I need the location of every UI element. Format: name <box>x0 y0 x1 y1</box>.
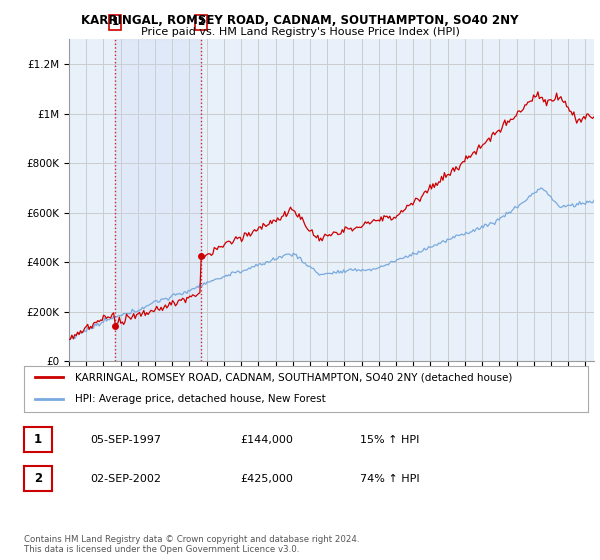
Text: HPI: Average price, detached house, New Forest: HPI: Average price, detached house, New … <box>75 394 326 404</box>
Text: 1: 1 <box>112 17 119 27</box>
Text: KARRINGAL, ROMSEY ROAD, CADNAM, SOUTHAMPTON, SO40 2NY: KARRINGAL, ROMSEY ROAD, CADNAM, SOUTHAMP… <box>81 14 519 27</box>
Text: 1: 1 <box>34 433 42 446</box>
Text: 15% ↑ HPI: 15% ↑ HPI <box>360 435 419 445</box>
Text: Contains HM Land Registry data © Crown copyright and database right 2024.
This d: Contains HM Land Registry data © Crown c… <box>24 535 359 554</box>
Bar <box>115 39 201 361</box>
Text: KARRINGAL, ROMSEY ROAD, CADNAM, SOUTHAMPTON, SO40 2NY (detached house): KARRINGAL, ROMSEY ROAD, CADNAM, SOUTHAMP… <box>75 372 512 382</box>
Text: £425,000: £425,000 <box>240 474 293 484</box>
Text: 02-SEP-2002: 02-SEP-2002 <box>90 474 161 484</box>
Text: 2: 2 <box>197 17 205 27</box>
Text: 2: 2 <box>34 472 42 486</box>
Text: 05-SEP-1997: 05-SEP-1997 <box>90 435 161 445</box>
Text: £144,000: £144,000 <box>240 435 293 445</box>
Text: 74% ↑ HPI: 74% ↑ HPI <box>360 474 419 484</box>
Text: Price paid vs. HM Land Registry's House Price Index (HPI): Price paid vs. HM Land Registry's House … <box>140 27 460 37</box>
